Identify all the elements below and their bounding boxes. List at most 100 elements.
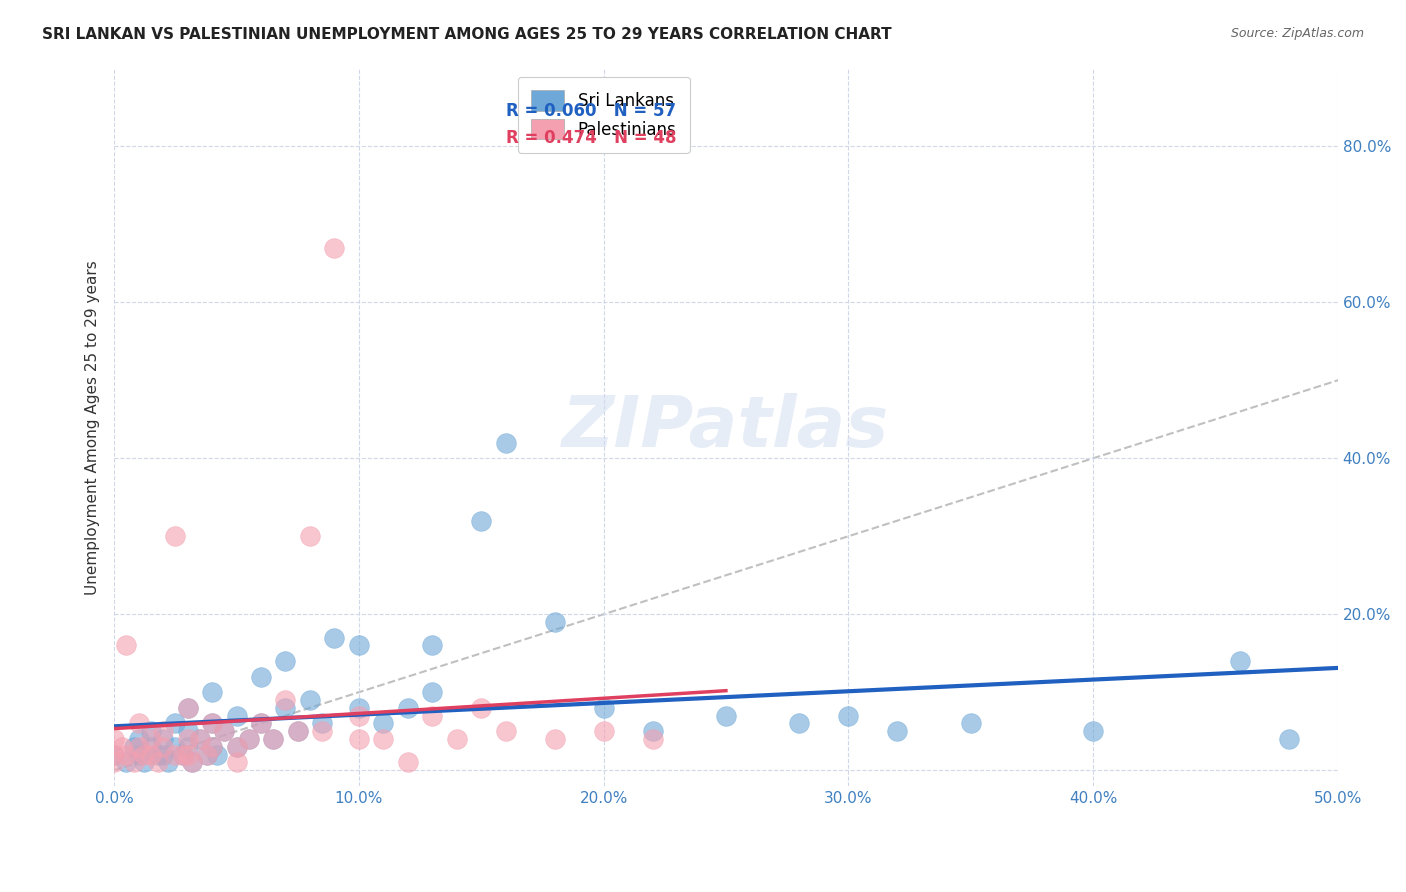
Point	[886, 724, 908, 739]
Point	[789, 716, 811, 731]
Point	[152, 724, 174, 739]
Point	[201, 739, 224, 754]
Point	[714, 708, 737, 723]
Text: ZIPatlas: ZIPatlas	[562, 392, 890, 462]
Point	[176, 724, 198, 739]
Text: R = 0.060   N = 57: R = 0.060 N = 57	[506, 103, 676, 120]
Point	[176, 739, 198, 754]
Point	[110, 739, 132, 754]
Point	[1229, 654, 1251, 668]
Point	[298, 693, 321, 707]
Point	[225, 739, 247, 754]
Point	[298, 529, 321, 543]
Text: R = 0.474   N = 48: R = 0.474 N = 48	[506, 129, 676, 147]
Point	[176, 747, 198, 762]
Point	[373, 731, 395, 746]
Point	[128, 747, 150, 762]
Point	[139, 731, 162, 746]
Point	[176, 731, 198, 746]
Point	[201, 716, 224, 731]
Point	[420, 708, 443, 723]
Point	[139, 739, 162, 754]
Point	[470, 701, 492, 715]
Point	[238, 731, 260, 746]
Point	[592, 724, 614, 739]
Point	[225, 756, 247, 770]
Point	[1278, 731, 1301, 746]
Point	[157, 756, 180, 770]
Point	[420, 639, 443, 653]
Point	[139, 724, 162, 739]
Point	[420, 685, 443, 699]
Point	[152, 747, 174, 762]
Point	[250, 716, 273, 731]
Point	[959, 716, 981, 731]
Point	[181, 756, 204, 770]
Point	[470, 514, 492, 528]
Point	[148, 747, 170, 762]
Point	[103, 731, 125, 746]
Point	[103, 747, 125, 762]
Point	[195, 747, 218, 762]
Point	[347, 708, 370, 723]
Point	[115, 639, 138, 653]
Point	[188, 731, 211, 746]
Point	[373, 716, 395, 731]
Point	[495, 435, 517, 450]
Point	[214, 724, 236, 739]
Point	[165, 529, 187, 543]
Point	[195, 747, 218, 762]
Point	[592, 701, 614, 715]
Point	[250, 670, 273, 684]
Point	[201, 716, 224, 731]
Point	[543, 615, 565, 629]
Point	[396, 756, 419, 770]
Point	[446, 731, 468, 746]
Point	[641, 724, 664, 739]
Point	[172, 747, 194, 762]
Point	[181, 756, 204, 770]
Point	[347, 731, 370, 746]
Point	[103, 756, 125, 770]
Point	[347, 701, 370, 715]
Point	[543, 731, 565, 746]
Point	[274, 693, 297, 707]
Point	[641, 731, 664, 746]
Point	[165, 747, 187, 762]
Point	[152, 739, 174, 754]
Point	[176, 701, 198, 715]
Point	[132, 747, 155, 762]
Point	[214, 724, 236, 739]
Point	[165, 716, 187, 731]
Point	[148, 756, 170, 770]
Point	[347, 639, 370, 653]
Point	[103, 747, 125, 762]
Point	[176, 701, 198, 715]
Point	[172, 747, 194, 762]
Point	[262, 731, 284, 746]
Point	[274, 654, 297, 668]
Text: Source: ZipAtlas.com: Source: ZipAtlas.com	[1230, 27, 1364, 40]
Point	[205, 747, 228, 762]
Text: SRI LANKAN VS PALESTINIAN UNEMPLOYMENT AMONG AGES 25 TO 29 YEARS CORRELATION CHA: SRI LANKAN VS PALESTINIAN UNEMPLOYMENT A…	[42, 27, 891, 42]
Point	[115, 756, 138, 770]
Point	[323, 631, 346, 645]
Point	[201, 685, 224, 699]
Point	[122, 739, 145, 754]
Point	[122, 756, 145, 770]
Point	[128, 739, 150, 754]
Point	[225, 739, 247, 754]
Point	[837, 708, 859, 723]
Point	[287, 724, 309, 739]
Point	[201, 739, 224, 754]
Point	[225, 708, 247, 723]
Point	[238, 731, 260, 746]
Point	[311, 724, 333, 739]
Point	[139, 747, 162, 762]
Point	[396, 701, 419, 715]
Point	[128, 731, 150, 746]
Point	[274, 701, 297, 715]
Point	[128, 716, 150, 731]
Point	[152, 731, 174, 746]
Point	[1081, 724, 1104, 739]
